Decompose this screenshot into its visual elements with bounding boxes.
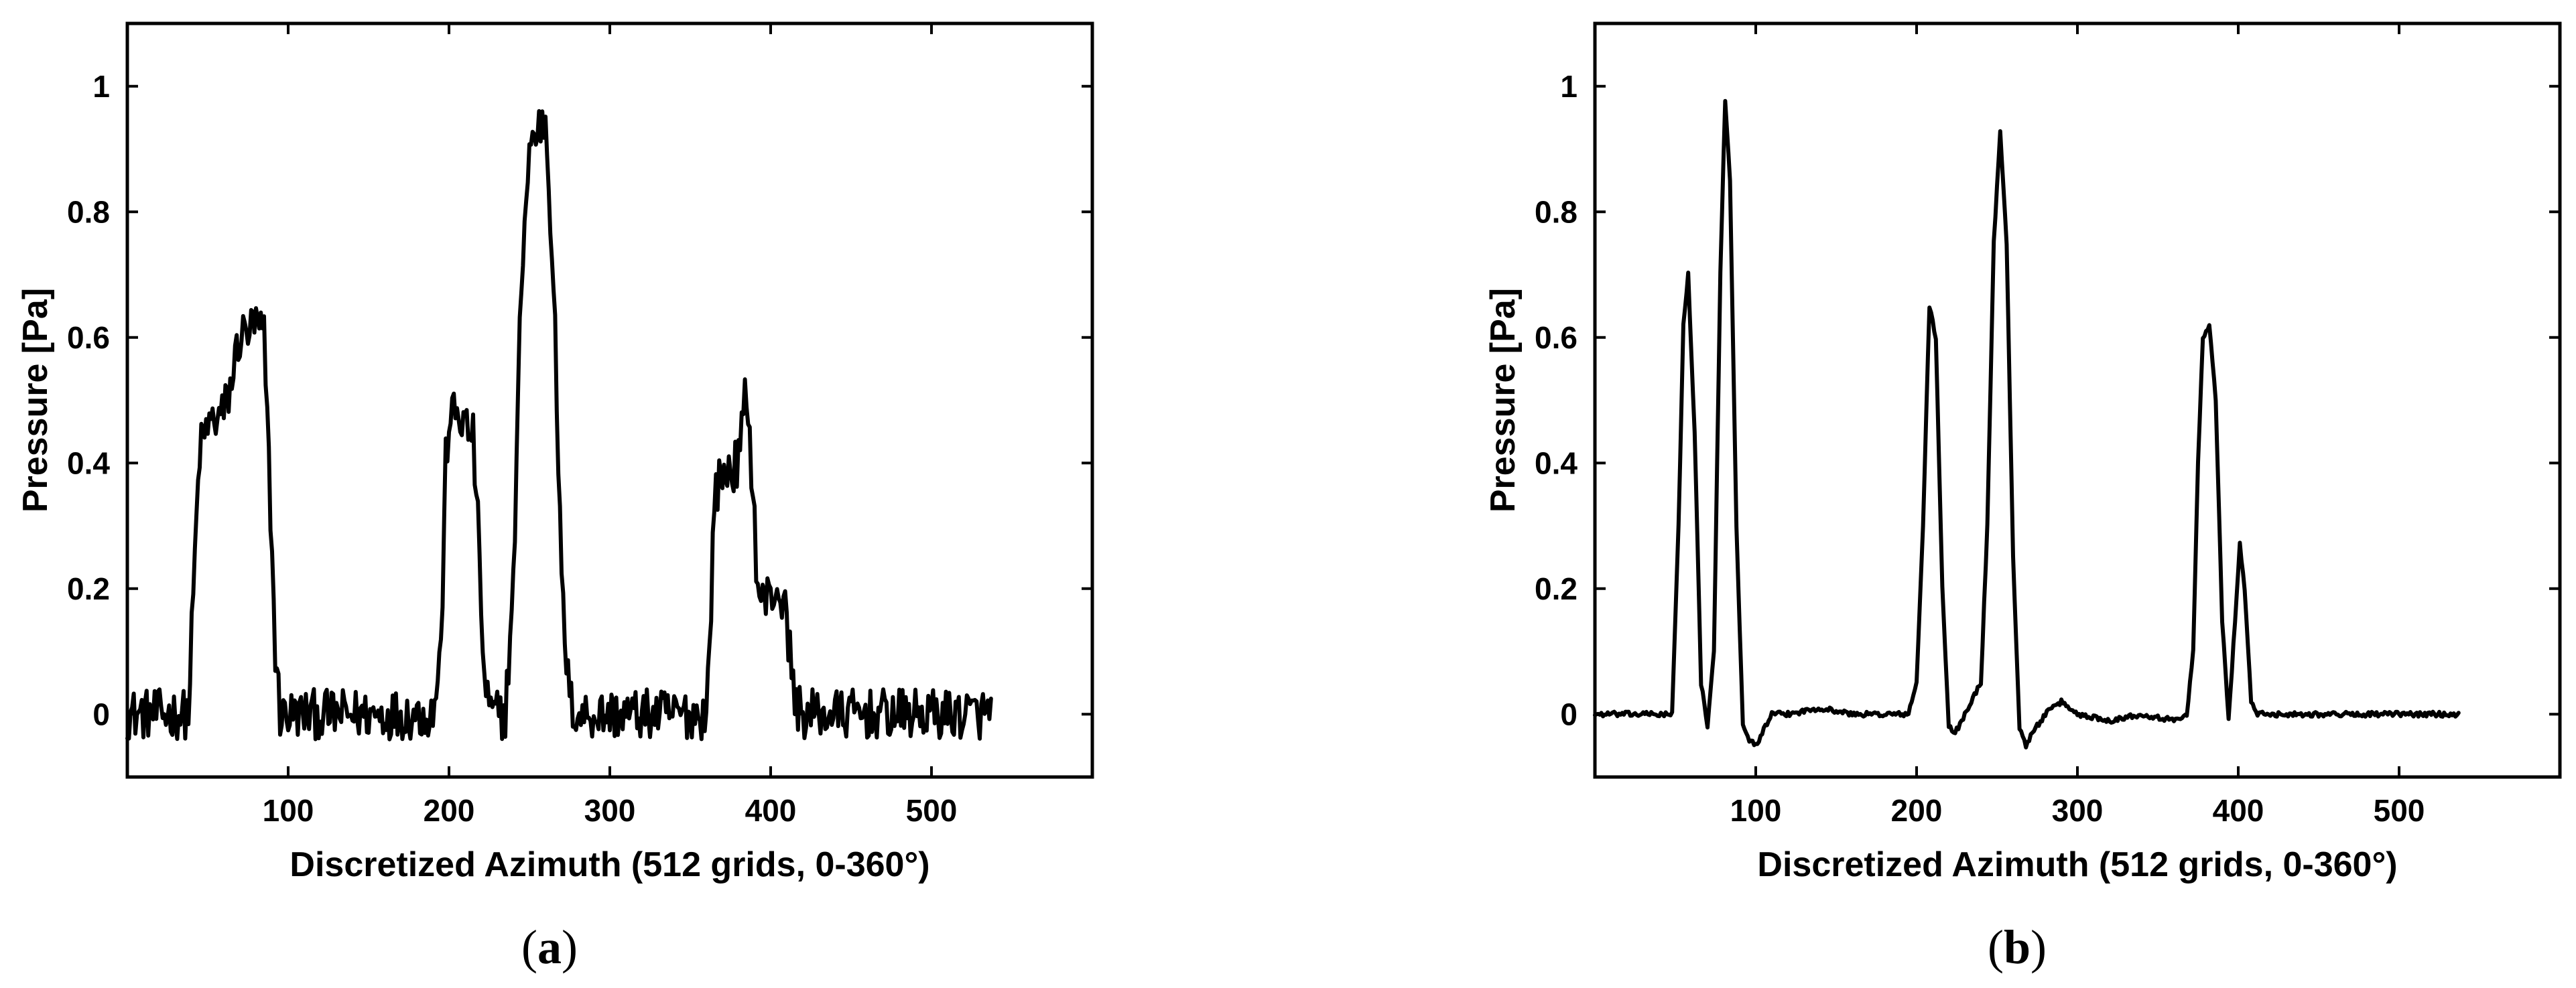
y-tick-label: 0.6 xyxy=(67,320,110,355)
series-line-a xyxy=(125,109,993,742)
y-tick-label: 0.8 xyxy=(67,194,110,229)
y-tick-label: 1 xyxy=(92,69,110,104)
y-tick-label: 1 xyxy=(1560,69,1577,104)
x-tick-label: 400 xyxy=(2213,793,2264,828)
y-tick-label: 0 xyxy=(92,697,110,731)
x-tick-label: 500 xyxy=(906,793,958,828)
series-line-b xyxy=(1593,98,2461,750)
panel-b: 100 200 300 400 500 0 0.2 0.4 0.6 0.8 1 Discretized… xyxy=(1484,21,2562,974)
y-tick-label: 0.4 xyxy=(67,445,110,480)
y-tick-label: 0.8 xyxy=(1535,194,1577,229)
panel-caption-a: (a) xyxy=(521,920,578,974)
y-tick-label: 0.4 xyxy=(1535,445,1577,480)
x-tick-label: 400 xyxy=(745,793,797,828)
y-tick-label: 0 xyxy=(1560,697,1577,731)
y-tick-label: 0.6 xyxy=(1535,320,1577,355)
x-axis-label: Discretized Azimuth (512 grids, 0-360°) xyxy=(1757,845,2397,884)
panel-a: 100 200 300 400 500 0 0.2 0.4 0.6 0.8 1 Discretized… xyxy=(16,21,1094,974)
y-tick-label: 0.2 xyxy=(1535,571,1577,606)
x-tick-label: 300 xyxy=(584,793,636,828)
x-tick-label: 500 xyxy=(2374,793,2425,828)
y-tick-label: 0.2 xyxy=(67,571,110,606)
x-tick-label: 300 xyxy=(2052,793,2104,828)
panel-caption-letter: b xyxy=(2004,920,2031,974)
x-tick-label: 200 xyxy=(1891,793,1943,828)
plot-frame-a xyxy=(125,21,1094,779)
panel-caption-letter: a xyxy=(537,920,562,974)
x-tick-label: 200 xyxy=(424,793,475,828)
x-tick-label: 100 xyxy=(263,793,314,828)
panel-caption-b: (b) xyxy=(1988,920,2047,974)
y-axis-label: Pressure [Pa] xyxy=(1484,288,1523,512)
x-axis-label: Discretized Azimuth (512 grids, 0-360°) xyxy=(289,845,929,884)
y-axis-label: Pressure [Pa] xyxy=(16,288,55,512)
x-tick-label: 100 xyxy=(1730,793,1782,828)
